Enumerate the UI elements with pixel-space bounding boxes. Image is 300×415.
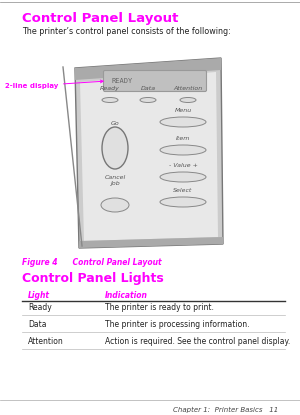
Text: Data: Data bbox=[28, 320, 46, 329]
Text: Attention: Attention bbox=[173, 86, 202, 91]
Text: The printer’s control panel consists of the following:: The printer’s control panel consists of … bbox=[22, 27, 231, 36]
Ellipse shape bbox=[102, 98, 118, 103]
Text: Ready: Ready bbox=[28, 303, 52, 312]
Text: Item: Item bbox=[176, 136, 190, 141]
Text: Ready: Ready bbox=[100, 86, 120, 91]
Text: Menu: Menu bbox=[174, 108, 192, 113]
Polygon shape bbox=[75, 58, 221, 80]
Ellipse shape bbox=[180, 98, 196, 103]
Ellipse shape bbox=[101, 198, 129, 212]
Text: - Value +: - Value + bbox=[169, 163, 197, 168]
Text: 2-line display: 2-line display bbox=[4, 80, 103, 89]
Text: Cancel
Job: Cancel Job bbox=[104, 175, 126, 186]
Polygon shape bbox=[75, 58, 223, 248]
Text: The printer is ready to print.: The printer is ready to print. bbox=[105, 303, 214, 312]
Ellipse shape bbox=[102, 127, 128, 169]
Ellipse shape bbox=[160, 145, 206, 155]
Text: Control Panel Lights: Control Panel Lights bbox=[22, 272, 164, 285]
Text: Indication: Indication bbox=[105, 291, 148, 300]
Ellipse shape bbox=[140, 98, 156, 103]
Text: Attention: Attention bbox=[28, 337, 64, 346]
Text: The printer is processing information.: The printer is processing information. bbox=[105, 320, 250, 329]
Text: Control Panel Layout: Control Panel Layout bbox=[62, 258, 162, 267]
Ellipse shape bbox=[160, 172, 206, 182]
Ellipse shape bbox=[160, 197, 206, 207]
Text: Figure 4: Figure 4 bbox=[22, 258, 58, 267]
Ellipse shape bbox=[160, 117, 206, 127]
Polygon shape bbox=[79, 237, 223, 248]
Polygon shape bbox=[80, 72, 218, 241]
Text: READY: READY bbox=[112, 78, 133, 84]
Text: Control Panel Layout: Control Panel Layout bbox=[22, 12, 178, 25]
Text: Light: Light bbox=[28, 291, 50, 300]
FancyBboxPatch shape bbox=[103, 71, 206, 91]
Text: Go: Go bbox=[111, 121, 119, 126]
Text: Chapter 1:  Printer Basics   11: Chapter 1: Printer Basics 11 bbox=[173, 407, 278, 413]
Text: Data: Data bbox=[140, 86, 156, 91]
Text: Select: Select bbox=[173, 188, 193, 193]
Text: Action is required. See the control panel display.: Action is required. See the control pane… bbox=[105, 337, 290, 346]
